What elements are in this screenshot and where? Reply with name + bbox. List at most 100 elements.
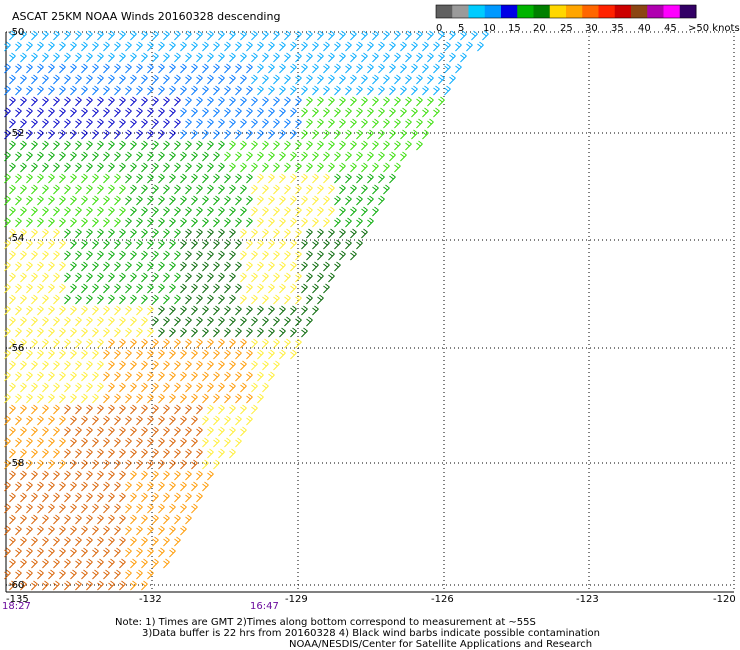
wind-barb	[64, 382, 71, 393]
wind-barb	[81, 569, 88, 580]
wind-barb	[70, 437, 77, 448]
wind-barb	[152, 294, 159, 305]
wind-barb	[147, 217, 154, 228]
wind-barb	[427, 30, 434, 41]
wind-barb	[174, 30, 181, 41]
wind-barb	[174, 338, 181, 349]
wind-barb	[174, 448, 181, 459]
wind-barb	[53, 206, 60, 217]
wind-barb	[20, 514, 27, 525]
wind-barb	[136, 239, 143, 250]
legend-swatch	[501, 5, 518, 18]
wind-barb	[262, 360, 269, 371]
wind-barb	[70, 195, 77, 206]
wind-barb	[262, 96, 269, 107]
wind-barb	[317, 30, 324, 41]
wind-barb	[202, 459, 209, 470]
wind-barb	[81, 107, 88, 118]
wind-barb	[191, 63, 198, 74]
wind-barb	[37, 547, 44, 558]
wind-barb	[103, 503, 110, 514]
wind-barb	[372, 206, 379, 217]
wind-barb	[262, 338, 269, 349]
wind-barb	[64, 294, 71, 305]
wind-barb	[218, 74, 225, 85]
wind-barb	[246, 217, 253, 228]
wind-barb	[246, 151, 253, 162]
wind-barb	[136, 107, 143, 118]
wind-barb	[48, 569, 55, 580]
wind-barb	[367, 129, 374, 140]
wind-barb	[356, 63, 363, 74]
wind-barb	[328, 272, 335, 283]
wind-barb	[207, 96, 214, 107]
wind-barb	[147, 305, 154, 316]
wind-barb	[70, 415, 77, 426]
wind-barb	[92, 305, 99, 316]
wind-barb	[284, 74, 291, 85]
wind-barb	[301, 129, 308, 140]
wind-barb	[114, 195, 121, 206]
wind-barb	[9, 382, 16, 393]
wind-barb	[295, 206, 302, 217]
wind-barb	[42, 162, 49, 173]
wind-barb	[125, 525, 132, 536]
wind-barb	[317, 52, 324, 63]
wind-barb	[180, 525, 187, 536]
wind-barb	[48, 151, 55, 162]
wind-barb	[174, 250, 181, 261]
wind-barb	[301, 85, 308, 96]
wind-barb	[119, 206, 126, 217]
wind-barb	[290, 195, 297, 206]
wind-barb	[218, 140, 225, 151]
wind-barb	[31, 382, 38, 393]
wind-barb	[64, 448, 71, 459]
wind-barb	[350, 206, 357, 217]
wind-barb	[9, 206, 16, 217]
wind-barb	[158, 217, 165, 228]
wind-barb	[53, 30, 60, 41]
wind-barb	[207, 118, 214, 129]
wind-barb	[136, 41, 143, 52]
wind-barb	[361, 74, 368, 85]
wind-barb	[147, 569, 154, 580]
wind-barb	[290, 217, 297, 228]
wind-barb	[207, 338, 214, 349]
wind-barb	[64, 140, 71, 151]
wind-barb	[15, 327, 22, 338]
wind-barb	[158, 195, 165, 206]
wind-barb	[257, 371, 264, 382]
lat-label-58: -58	[8, 458, 24, 469]
wind-barb	[213, 459, 220, 470]
wind-barbs	[4, 30, 489, 591]
wind-barb	[42, 448, 49, 459]
wind-barb	[268, 371, 275, 382]
wind-barb	[306, 272, 313, 283]
wind-barb	[108, 360, 115, 371]
wind-barb	[185, 118, 192, 129]
wind-barb	[75, 206, 82, 217]
wind-barb	[42, 316, 49, 327]
wind-barb	[196, 272, 203, 283]
wind-barb	[196, 294, 203, 305]
wind-barb	[317, 96, 324, 107]
wind-barb	[75, 426, 82, 437]
wind-barb	[108, 514, 115, 525]
wind-barb	[97, 470, 104, 481]
wind-barb	[180, 503, 187, 514]
wind-barb	[136, 129, 143, 140]
wind-barb	[213, 327, 220, 338]
wind-barb	[64, 118, 71, 129]
wind-barb	[339, 30, 346, 41]
wind-barb	[262, 250, 269, 261]
wind-barb	[26, 107, 33, 118]
wind-barb	[224, 85, 231, 96]
wind-barb	[180, 283, 187, 294]
wind-barb	[174, 404, 181, 415]
wind-barb	[75, 294, 82, 305]
wind-barb	[37, 151, 44, 162]
wind-barb	[180, 349, 187, 360]
wind-barb	[81, 547, 88, 558]
wind-barb	[20, 118, 27, 129]
wind-barb	[103, 261, 110, 272]
